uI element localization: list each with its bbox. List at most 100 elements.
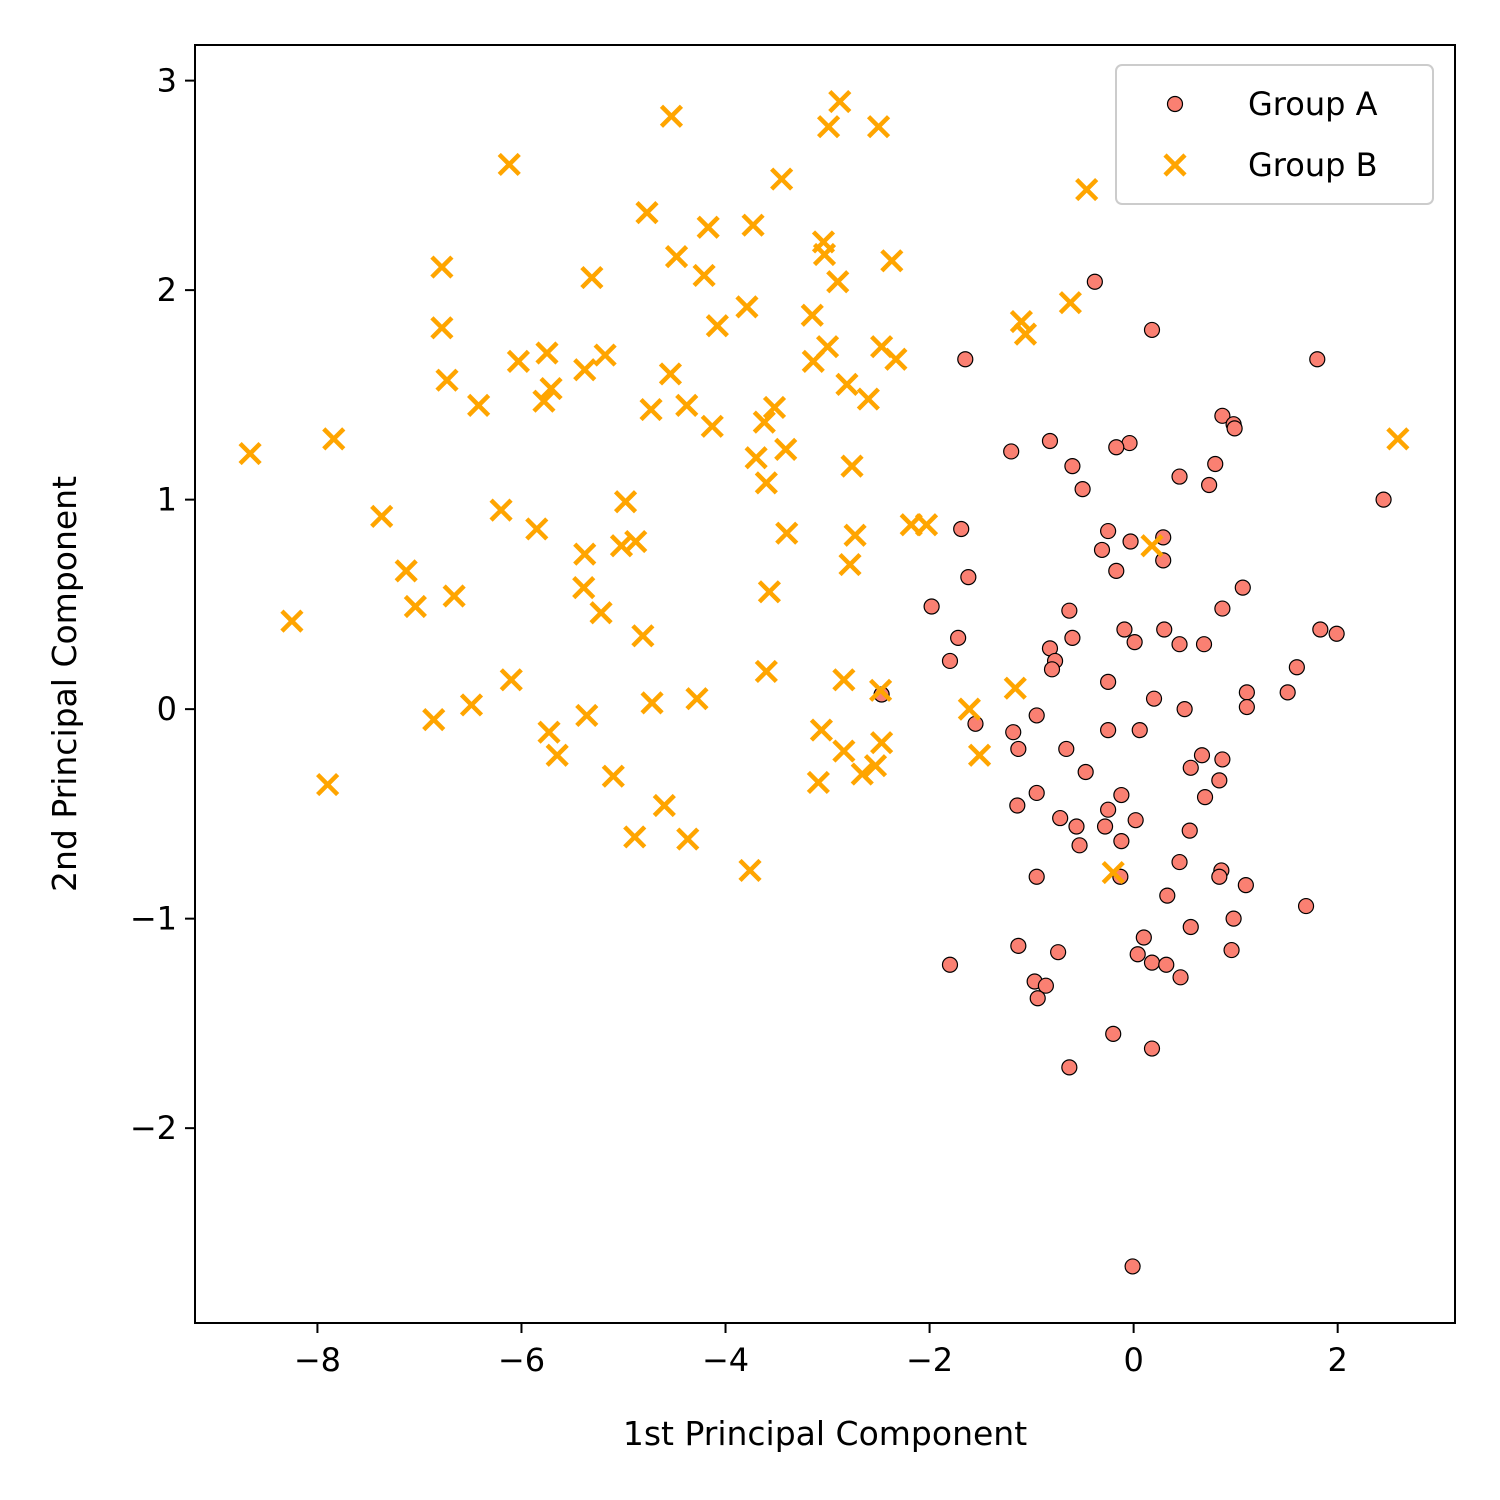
point-group-a	[1052, 809, 1069, 827]
point-group-a	[1171, 468, 1188, 485]
point-group-b	[775, 521, 799, 545]
point-group-a	[1093, 541, 1111, 559]
point-group-a	[1029, 990, 1046, 1007]
point-group-b	[613, 490, 638, 514]
point-group-b	[1075, 177, 1099, 202]
y-tick-label: −2	[130, 1109, 177, 1147]
point-group-b	[754, 471, 778, 495]
point-group-b	[967, 743, 992, 767]
point-group-a	[1143, 321, 1161, 339]
point-group-a	[1211, 868, 1228, 885]
point-group-a	[1100, 522, 1117, 540]
point-group-a	[1312, 621, 1329, 638]
point-group-b	[639, 397, 663, 422]
point-group-b	[370, 504, 394, 528]
legend-frame	[1115, 64, 1434, 205]
point-group-b	[573, 358, 597, 382]
point-group-b	[752, 410, 776, 434]
y-tick-label: 0	[157, 690, 177, 728]
point-group-b	[640, 691, 664, 715]
point-group-a	[960, 569, 977, 586]
point-group-b	[532, 389, 556, 413]
point-group-a	[1196, 789, 1214, 806]
point-group-a	[1279, 684, 1296, 701]
point-group-a	[1100, 801, 1117, 818]
point-group-b	[957, 697, 981, 721]
point-group-a	[1155, 552, 1172, 569]
point-group-b	[593, 343, 617, 367]
point-group-b	[843, 523, 867, 547]
point-group-b	[535, 341, 559, 365]
point-group-a	[1074, 481, 1091, 498]
point-group-b	[435, 368, 459, 392]
point-group-b	[580, 265, 604, 290]
legend-marker-group-a	[1166, 95, 1184, 113]
point-group-a	[1237, 877, 1254, 894]
point-group-a	[1143, 1040, 1161, 1057]
point-group-b	[754, 659, 778, 684]
series-group-a	[873, 273, 1392, 1275]
x-tick-label: 2	[1327, 1341, 1347, 1379]
point-group-a	[1226, 420, 1243, 437]
point-group-a	[1181, 822, 1198, 839]
point-group-a	[1096, 818, 1114, 835]
y-tick-label: 1	[157, 481, 177, 519]
point-group-b	[430, 316, 454, 340]
point-group-b	[1003, 676, 1027, 700]
point-group-b	[838, 552, 862, 577]
point-group-a	[1028, 707, 1045, 724]
point-group-a	[1113, 833, 1130, 850]
x-tick-label: −8	[294, 1341, 341, 1379]
point-group-a	[1159, 887, 1176, 904]
legend-label-group-a: Group A	[1248, 85, 1378, 123]
point-group-a	[1207, 455, 1224, 473]
point-group-a	[1122, 533, 1139, 550]
point-group-b	[1009, 309, 1033, 334]
point-group-a	[953, 520, 970, 538]
point-group-b	[774, 437, 798, 461]
y-tick-label: −1	[130, 900, 177, 938]
point-group-a	[1071, 837, 1088, 854]
point-group-b	[1140, 534, 1164, 558]
x-axis: −8 −6 −4 −2 0 2	[294, 1323, 1348, 1379]
point-group-b	[770, 167, 794, 191]
point-group-a	[1061, 1059, 1078, 1076]
point-group-b	[801, 349, 825, 373]
y-tick-label: 3	[157, 62, 177, 100]
point-group-a	[1195, 636, 1213, 653]
point-group-b	[705, 314, 729, 338]
point-group-b	[744, 446, 768, 470]
plot-area-background	[195, 45, 1455, 1323]
point-group-a	[1105, 1025, 1122, 1042]
point-group-a	[1113, 786, 1130, 804]
point-group-b	[403, 594, 427, 619]
point-group-a	[1064, 458, 1081, 475]
series-group-b	[238, 89, 1410, 885]
point-group-b	[664, 245, 689, 269]
point-group-b	[467, 393, 491, 417]
point-group-b	[884, 347, 908, 371]
data-points	[238, 89, 1410, 1275]
point-group-a	[1037, 977, 1054, 994]
point-group-b	[828, 89, 852, 114]
point-group-b	[573, 542, 597, 566]
x-tick-label: 0	[1123, 1341, 1143, 1379]
legend-marker-group-b	[1163, 153, 1187, 177]
point-group-b	[675, 393, 699, 417]
point-group-a	[1108, 439, 1125, 456]
point-group-b	[840, 454, 864, 478]
point-group-b	[499, 668, 523, 692]
point-group-a	[1124, 1258, 1141, 1275]
y-axis-label: 2nd Principal Component	[45, 476, 84, 892]
point-group-b	[735, 295, 759, 319]
point-group-a	[1214, 600, 1231, 617]
point-group-b	[866, 115, 891, 139]
point-group-a	[1041, 432, 1059, 450]
point-group-a	[1225, 910, 1242, 927]
y-axis: −2 −1 0 1 2 3	[130, 62, 195, 1147]
point-group-a	[1061, 602, 1078, 619]
point-group-b	[316, 772, 340, 797]
point-group-a	[1375, 491, 1392, 508]
point-group-b	[762, 395, 787, 420]
point-group-b	[1386, 427, 1410, 451]
